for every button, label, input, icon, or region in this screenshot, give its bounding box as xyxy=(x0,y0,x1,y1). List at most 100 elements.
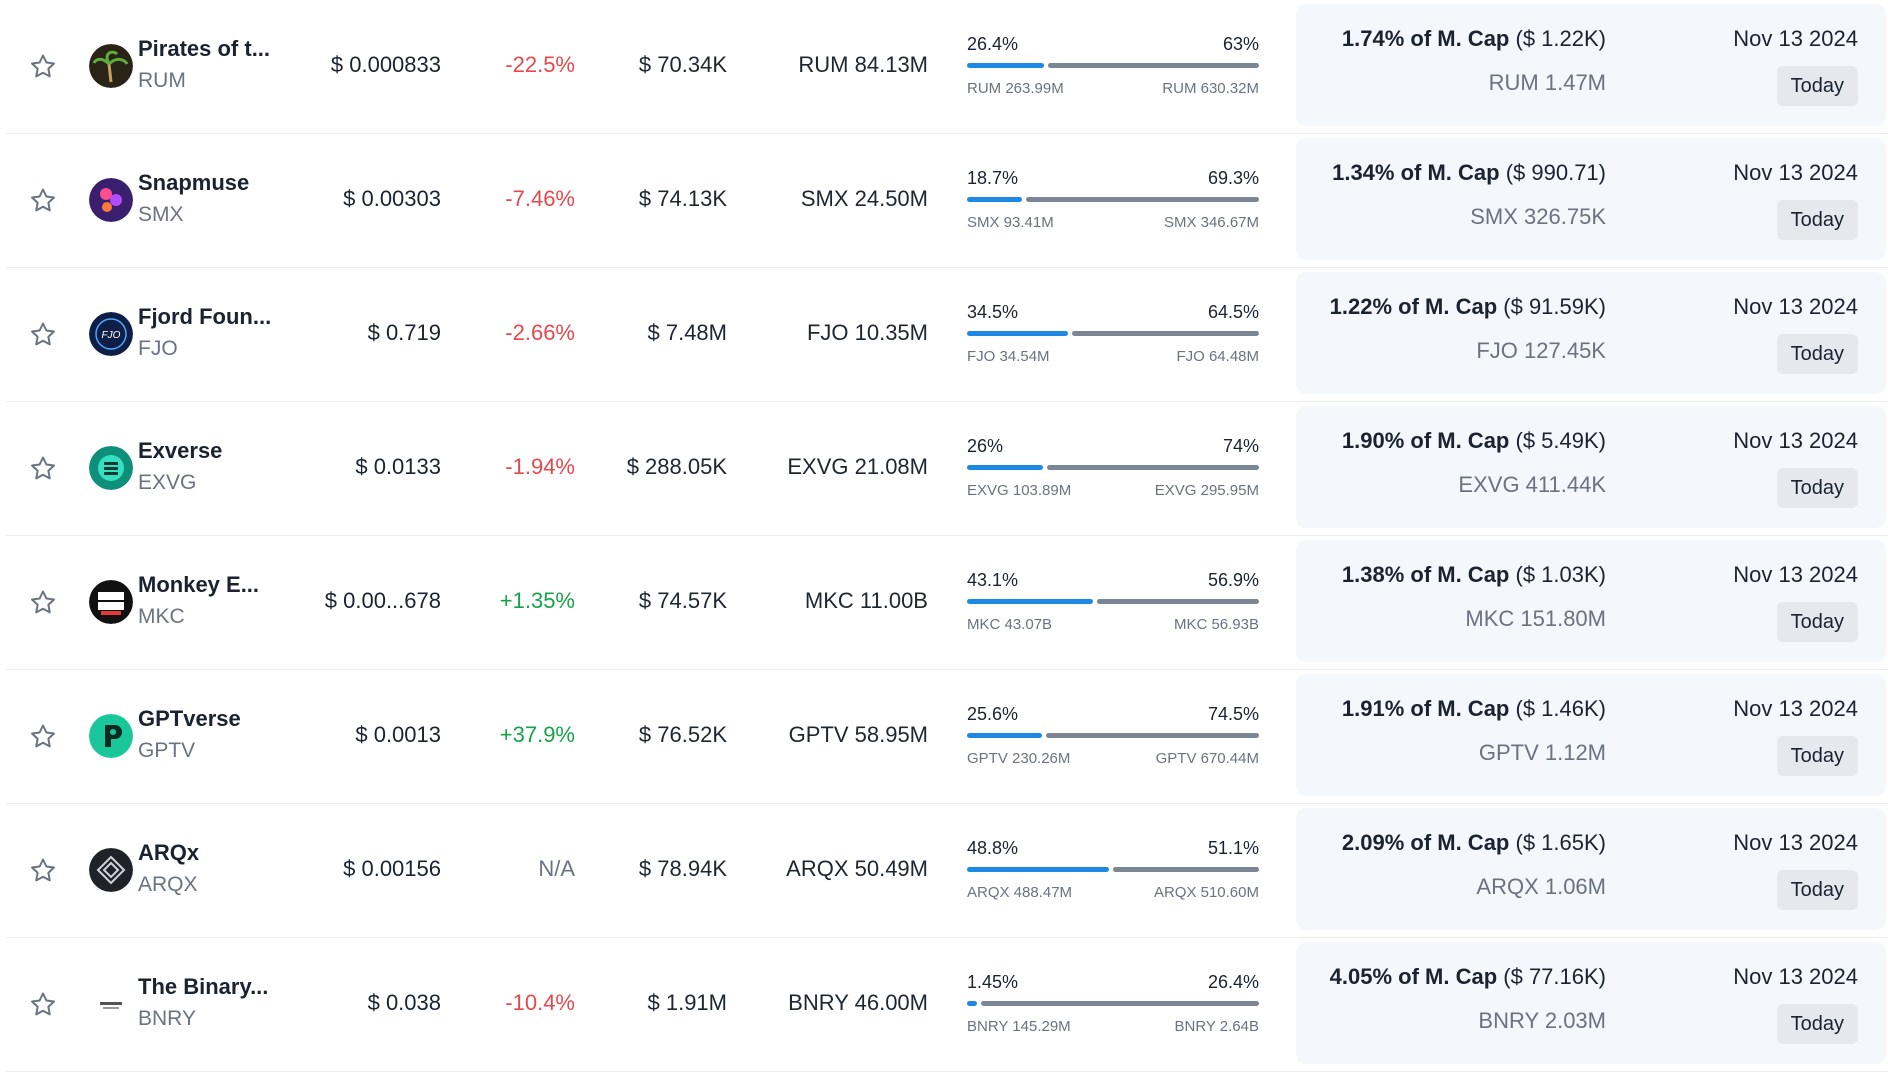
table-row[interactable]: Exverse EXVG $ 0.0133 -1.94% $ 288.05K E… xyxy=(6,402,1888,536)
token-price: $ 0.038 xyxy=(367,990,441,1015)
unlocked-amount: FJO 34.54M xyxy=(967,348,1050,365)
unlocked-percent: 1.45% xyxy=(967,972,1019,992)
locked-percent: 74.5% xyxy=(1207,704,1259,724)
token-name[interactable]: GPTverse xyxy=(138,706,241,731)
unlock-amount: EXVG 411.44K xyxy=(1458,472,1606,497)
svg-text:FJO: FJO xyxy=(102,330,121,341)
progress-bar-unlocked xyxy=(967,733,1042,738)
circulating-supply: GPTV 58.95M xyxy=(788,722,928,747)
unlock-progress: 43.1% 56.9% MKC 43.07B MKC 56.93B xyxy=(967,570,1259,640)
locked-amount: RUM 630.32M xyxy=(1162,80,1259,97)
unlock-amount: SMX 326.75K xyxy=(1470,204,1606,229)
fjord-logo-icon: FJO xyxy=(89,312,133,356)
progress-bar-locked xyxy=(1047,465,1259,470)
unlock-share: 1.34% of M. Cap ($ 990.71) xyxy=(1332,160,1606,185)
star-icon[interactable] xyxy=(28,320,58,350)
unlocked-amount: SMX 93.41M xyxy=(967,214,1054,231)
volume-24h: $ 7.48M xyxy=(647,320,728,345)
circulating-supply: RUM 84.13M xyxy=(798,52,928,77)
locked-percent: 56.9% xyxy=(1207,570,1259,590)
circulating-supply: SMX 24.50M xyxy=(800,186,928,211)
token-price: $ 0.719 xyxy=(367,320,441,345)
unlocked-amount: ARQX 488.47M xyxy=(967,884,1073,901)
today-button[interactable]: Today xyxy=(1776,602,1858,642)
star-icon[interactable] xyxy=(28,186,58,216)
table-row[interactable]: GPTverse GPTV $ 0.0013 +37.9% $ 76.52K G… xyxy=(6,670,1888,804)
table-row[interactable]: The Binary... BNRY $ 0.038 -10.4% $ 1.91… xyxy=(6,938,1888,1072)
volume-24h: $ 76.52K xyxy=(638,722,727,747)
token-price: $ 0.00...678 xyxy=(324,588,441,613)
progress-bar xyxy=(967,331,1259,336)
unlocked-amount: EXVG 103.89M xyxy=(967,482,1072,499)
progress-bar-unlocked xyxy=(967,465,1043,470)
locked-amount: ARQX 510.60M xyxy=(1153,884,1259,901)
unlock-progress: 26% 74% EXVG 103.89M EXVG 295.95M xyxy=(967,436,1259,506)
circulating-supply: MKC 11.00B xyxy=(804,588,928,613)
progress-bar xyxy=(967,733,1259,738)
today-button[interactable]: Today xyxy=(1776,870,1858,910)
circulating-supply: EXVG 21.08M xyxy=(787,454,928,479)
star-icon[interactable] xyxy=(28,454,58,484)
token-name[interactable]: Monkey E... xyxy=(138,572,260,597)
table-row[interactable]: Monkey E... MKC $ 0.00...678 +1.35% $ 74… xyxy=(6,536,1888,670)
locked-percent: 64.5% xyxy=(1207,302,1259,322)
volume-24h: $ 74.13K xyxy=(638,186,727,211)
token-name[interactable]: ARQx xyxy=(138,840,200,865)
locked-percent: 26.4% xyxy=(1207,972,1259,992)
locked-amount: MKC 56.93B xyxy=(1173,616,1259,633)
price-change: -1.94% xyxy=(505,454,575,479)
progress-bar-unlocked xyxy=(967,63,1044,68)
palm-tree-logo-icon xyxy=(89,44,133,88)
locked-amount: BNRY 2.64B xyxy=(1174,1018,1260,1035)
token-symbol: BNRY xyxy=(138,1007,196,1030)
progress-bar-unlocked xyxy=(967,867,1109,872)
locked-percent: 63% xyxy=(1222,34,1259,54)
table-row[interactable]: FJO Fjord Foun... FJO $ 0.719 -2.66% $ 7… xyxy=(6,268,1888,402)
token-name[interactable]: Exverse xyxy=(138,438,223,463)
price-change: N/A xyxy=(538,856,575,881)
today-button[interactable]: Today xyxy=(1776,1004,1858,1044)
locked-percent: 74% xyxy=(1222,436,1259,456)
star-icon[interactable] xyxy=(28,990,58,1020)
star-icon[interactable] xyxy=(28,588,58,618)
token-name[interactable]: Snapmuse xyxy=(138,170,250,195)
next-unlock-panel: 1.38% of M. Cap ($ 1.03K) MKC 151.80M No… xyxy=(1296,540,1886,662)
locked-amount: EXVG 295.95M xyxy=(1154,482,1259,499)
locked-amount: SMX 346.67M xyxy=(1163,214,1259,231)
token-price: $ 0.0013 xyxy=(355,722,441,747)
today-button[interactable]: Today xyxy=(1776,66,1858,106)
today-button[interactable]: Today xyxy=(1776,736,1858,776)
progress-bar-unlocked xyxy=(967,1001,977,1006)
binary-logo-icon xyxy=(89,982,133,1026)
star-icon[interactable] xyxy=(28,722,58,752)
progress-bar-locked xyxy=(1113,867,1259,872)
table-row[interactable]: ARQx ARQX $ 0.00156 N/A $ 78.94K ARQX 50… xyxy=(6,804,1888,938)
token-name[interactable]: Fjord Foun... xyxy=(138,304,272,329)
table-row[interactable]: Snapmuse SMX $ 0.00303 -7.46% $ 74.13K S… xyxy=(6,134,1888,268)
unlock-progress: 26.4% 63% RUM 263.99M RUM 630.32M xyxy=(967,34,1259,104)
next-unlock-panel: 1.74% of M. Cap ($ 1.22K) RUM 1.47M Nov … xyxy=(1296,4,1886,126)
unlock-date: Nov 13 2024 xyxy=(1733,696,1858,721)
unlock-date: Nov 13 2024 xyxy=(1733,964,1858,989)
token-name[interactable]: Pirates of t... xyxy=(138,36,271,61)
star-icon[interactable] xyxy=(28,856,58,886)
unlock-share: 1.38% of M. Cap ($ 1.03K) xyxy=(1341,562,1606,587)
unlock-share: 1.90% of M. Cap ($ 5.49K) xyxy=(1341,428,1606,453)
today-button[interactable]: Today xyxy=(1776,334,1858,374)
token-price: $ 0.000833 xyxy=(330,52,441,77)
volume-24h: $ 288.05K xyxy=(626,454,727,479)
progress-bar xyxy=(967,867,1259,872)
unlock-amount: FJO 127.45K xyxy=(1476,338,1606,363)
unlock-share: 4.05% of M. Cap ($ 77.16K) xyxy=(1329,964,1606,989)
unlock-share: 1.74% of M. Cap ($ 1.22K) xyxy=(1341,26,1606,51)
table-row[interactable]: Pirates of t... RUM $ 0.000833 -22.5% $ … xyxy=(6,0,1888,134)
price-change: -2.66% xyxy=(505,320,575,345)
token-price: $ 0.00156 xyxy=(343,856,441,881)
unlock-amount: RUM 1.47M xyxy=(1488,70,1606,95)
token-name[interactable]: The Binary... xyxy=(138,974,269,999)
star-icon[interactable] xyxy=(28,52,58,82)
today-button[interactable]: Today xyxy=(1776,468,1858,508)
today-button[interactable]: Today xyxy=(1776,200,1858,240)
unlocked-amount: GPTV 230.26M xyxy=(967,750,1071,767)
